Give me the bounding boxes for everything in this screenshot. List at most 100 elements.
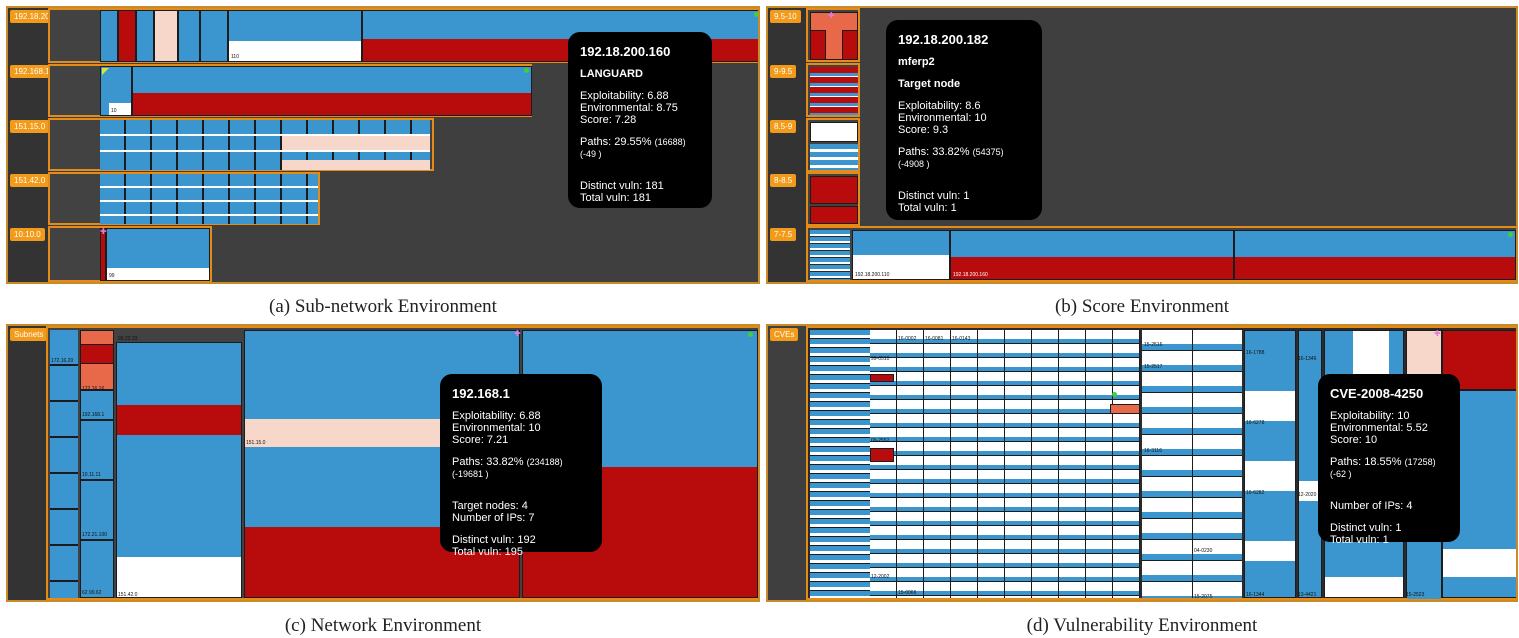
stacked-cells[interactable]: [810, 67, 858, 115]
tooltip-target-nodes: Target nodes: 4: [452, 500, 528, 512]
cell-label: 110: [231, 54, 239, 60]
cell-label: 16-0081: [925, 336, 944, 342]
node-cell[interactable]: [80, 540, 114, 598]
tooltip: 192.18.200.160 LANGUARD Exploitability: …: [568, 32, 712, 208]
tooltip-paths: Paths: 33.82% (54375) (-4908 ): [898, 146, 1004, 169]
group-box[interactable]: [806, 118, 860, 172]
node-cell[interactable]: [80, 344, 114, 364]
node-cell[interactable]: 99: [106, 228, 210, 281]
group-box[interactable]: 172.16.20 172.16.16 192.168.1 10.11.11 1…: [46, 326, 758, 600]
cve-col-divider: [1192, 330, 1193, 598]
index-column: [8, 326, 48, 600]
cell-label: 12-2002: [871, 574, 890, 580]
node-cell[interactable]: [100, 10, 118, 62]
group-label[interactable]: CVEs: [770, 328, 799, 341]
cell-label: 172.21.100: [82, 532, 108, 538]
panel-score: 9.5-10 ✚ 9-9.5 8.5-9 8-8.5 7-7.5 192.18.…: [766, 6, 1518, 284]
node-cell[interactable]: [178, 10, 200, 62]
node-cell[interactable]: [810, 176, 858, 204]
group-label[interactable]: 9-9.5: [770, 65, 797, 78]
flag-icon: [102, 68, 109, 75]
group-label[interactable]: 151.15.0: [10, 120, 50, 133]
group-label[interactable]: 151.42.0: [10, 174, 50, 187]
group-label[interactable]: 7-7.5: [770, 228, 797, 241]
node-cell[interactable]: 192.18.200.160: [950, 230, 1234, 280]
pink-band: [282, 160, 430, 170]
star-icon: ✚: [1434, 329, 1441, 338]
node-cell[interactable]: [810, 122, 858, 142]
group-label[interactable]: 192.18.200: [10, 10, 59, 23]
tooltip: CVE-2008-4250 Exploitability: 10 Environ…: [1318, 374, 1460, 546]
node-cell[interactable]: [842, 30, 858, 60]
node-cell[interactable]: [1234, 230, 1516, 280]
cve-cell-grid[interactable]: [810, 330, 870, 598]
group-label[interactable]: 8-8.5: [770, 174, 797, 187]
group-label[interactable]: 9.5-10: [770, 10, 801, 23]
stacked-cells[interactable]: [50, 330, 78, 598]
group-box[interactable]: [806, 172, 860, 226]
tooltip-total-vuln: Total vuln: 195: [452, 546, 523, 558]
group-box[interactable]: 192.18.200.110 192.18.200.160: [806, 226, 1516, 282]
node-cell[interactable]: [810, 30, 826, 60]
node-cell[interactable]: [870, 374, 894, 382]
cell-label: 16-6282: [1246, 490, 1265, 496]
panel-subnetwork: 192.18.200 110 192.168.1 10 151.15.0: [6, 6, 760, 284]
cell-label: 12-2020: [1298, 492, 1317, 498]
node-cell[interactable]: [870, 448, 894, 462]
tooltip-environmental: Environmental: 10: [898, 112, 987, 124]
star-icon: ✚: [828, 11, 835, 20]
group-box[interactable]: [48, 172, 320, 225]
cell-label: 15-2516: [1144, 342, 1163, 348]
tooltip-paths: Paths: 18.55% (17258) (-62 ): [1330, 456, 1436, 479]
group-box[interactable]: 10: [48, 64, 532, 117]
node-cell[interactable]: [154, 10, 178, 62]
cell-label: 15-2517: [1144, 364, 1163, 370]
group-label[interactable]: 8.5-9: [770, 120, 797, 133]
tooltip-name: mferp2: [898, 56, 935, 68]
node-cell[interactable]: 110: [228, 10, 362, 62]
cell-label: 172.16.20: [51, 358, 74, 364]
node-cell[interactable]: [136, 10, 154, 62]
cell-label: 99-0510: [871, 356, 890, 362]
cve-col-dividers: [870, 330, 1140, 598]
node-cell[interactable]: [810, 206, 858, 224]
node-cell[interactable]: [116, 342, 242, 598]
grid-rows: [100, 214, 318, 216]
index-column: [768, 8, 808, 282]
node-cell[interactable]: [132, 66, 532, 116]
node-cell[interactable]: [118, 10, 136, 62]
cell-label: 15-2075: [1194, 594, 1213, 600]
stacked-cells[interactable]: [810, 230, 850, 280]
tooltip-number-ips: Number of IPs: 7: [452, 512, 535, 524]
node-cell[interactable]: [200, 10, 228, 62]
grid-cells[interactable]: [100, 174, 318, 224]
group-box[interactable]: [806, 63, 860, 117]
caption-c: (c) Network Environment: [284, 615, 482, 636]
target-dot-icon: [748, 332, 753, 337]
tooltip-score: Score: 10: [1330, 434, 1378, 446]
group-box[interactable]: ✚: [806, 8, 860, 62]
stacked-cells[interactable]: [810, 144, 858, 170]
group-label[interactable]: Subnets: [10, 328, 48, 341]
group-box[interactable]: [48, 118, 434, 171]
grid-rows: [100, 200, 318, 202]
node-cell[interactable]: [80, 420, 114, 480]
node-cell[interactable]: [100, 228, 106, 281]
cell-label: 192.168.1: [82, 412, 105, 418]
node-cell[interactable]: 192.18.200.110: [852, 230, 950, 280]
node-cell[interactable]: [80, 390, 114, 420]
tooltip-role: Target node: [898, 78, 961, 90]
group-label[interactable]: 192.168.1: [10, 65, 54, 78]
node-cell[interactable]: [1244, 330, 1296, 598]
group-label[interactable]: 10.10.0: [10, 228, 45, 241]
cell-label: 16-0002: [898, 336, 917, 342]
node-cell[interactable]: [1110, 404, 1140, 414]
tooltip-title: CVE-2008-4250: [1330, 386, 1424, 401]
cell-label: 10: [111, 108, 117, 114]
target-dot-icon: [524, 68, 529, 73]
cell-label: 09-2552: [871, 438, 890, 444]
cell-label: 99: [109, 273, 115, 279]
node-cell[interactable]: [80, 480, 114, 540]
group-box[interactable]: 99 ✚: [48, 226, 212, 282]
tooltip-title: 192.18.200.182: [898, 32, 989, 47]
